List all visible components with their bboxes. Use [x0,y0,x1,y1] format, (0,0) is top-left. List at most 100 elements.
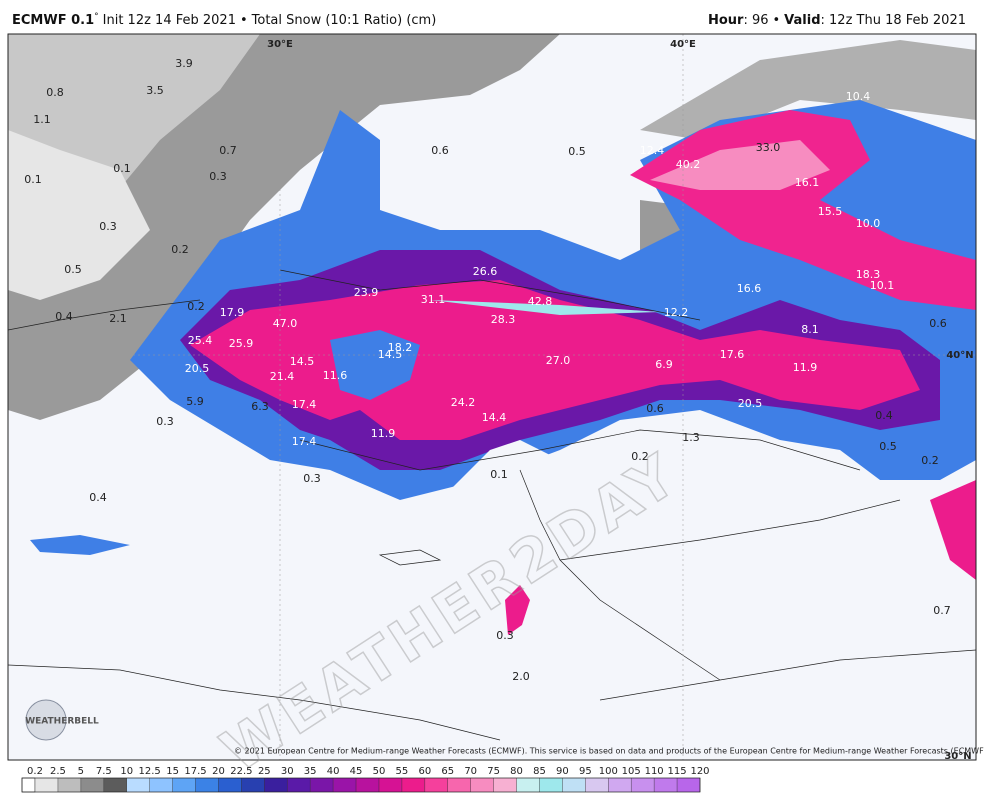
copyright: © 2021 European Centre for Medium-range … [234,747,984,756]
snow-label: 0.4 [89,491,107,504]
colorbar-tick-label: 15 [166,766,179,777]
colorbar-tick-label: 0.2 [27,766,43,777]
colorbar-swatch [310,778,334,792]
init: Init 12z 14 Feb 2021 [103,13,236,28]
colorbar-swatch [80,778,104,792]
snow-label: 31.1 [421,293,446,306]
snow-label: 17.4 [292,398,317,411]
snow-label: 20.5 [738,397,763,410]
colorbar-swatch [424,778,448,792]
colorbar-swatch [172,778,196,792]
colorbar-swatch [677,778,700,792]
colorbar-swatch [35,778,58,792]
snow-label: 0.1 [490,468,508,481]
lat-label: 40°N [946,350,973,361]
colorbar-swatch [149,778,173,792]
snow-label: 0.4 [55,310,73,323]
snow-label: 0.1 [113,162,131,175]
hour-label: Hour [708,13,744,28]
snow-label: 10.0 [856,217,881,230]
bullet: • [240,13,248,28]
gray-area [8,130,150,300]
snow-label: 18.2 [388,341,413,354]
header-left: ECMWF 0.1° Init 12z 14 Feb 2021 • Total Sno… [12,12,436,28]
colorbar-swatch [470,778,494,792]
colorbar-swatch [447,778,471,792]
colorbar-swatch [218,778,242,792]
snow-pink [930,480,976,580]
snow-label: 1.1 [33,113,51,126]
colorbar-tick-label: 30 [281,766,294,777]
snow-label: 0.3 [303,472,321,485]
map-frame [7,33,977,761]
snow-label: 0.1 [24,173,42,186]
colorbar-tick-label: 50 [373,766,386,777]
snow-label: 14.5 [378,348,403,361]
valid: : 12z Thu 18 Feb 2021 [821,13,966,28]
colorbar-tick-label: 7.5 [96,766,112,777]
snow-label: 0.3 [209,170,227,183]
snow-label: 0.4 [875,409,893,422]
colorbar-swatch [585,778,609,792]
snow-label: 0.3 [156,415,174,428]
colorbar-tick-label: 55 [396,766,409,777]
colorbar-tick-label: 65 [441,766,454,777]
snow-label: 25.4 [188,334,213,347]
colorbar-tick-label: 10 [120,766,133,777]
sea [320,115,620,240]
colorbar-swatch [241,778,265,792]
borders [8,269,976,741]
snow-label: 16.1 [795,176,820,189]
colorbar-swatch [333,778,357,792]
colorbar-tick-label: 110 [645,766,664,777]
snow-label: 0.2 [631,450,649,463]
colorbar-swatch [57,778,81,792]
snow-label: 42.8 [528,295,553,308]
colorbar-tick-label: 105 [622,766,641,777]
colorbar-tick-label: 90 [556,766,569,777]
colorbar-swatch [562,778,586,792]
colorbar-swatch [195,778,219,792]
snow-label: 12.4 [640,144,665,157]
colorbar-swatch [264,778,288,792]
snow-label: 0.2 [171,243,189,256]
snow-label: 0.6 [929,317,947,330]
snow-label: 0.5 [879,440,897,453]
hour: : 96 [743,13,768,28]
valid-label: Valid [784,13,820,28]
snow-label: 25.9 [229,337,254,350]
snow-label: 11.9 [793,361,818,374]
lon-label: 40°E [670,39,696,50]
snow-labels: 3.9 0.8 3.5 1.1 0.7 0.1 0.1 0.3 0.6 0.5 12.4 40.2 33… [24,57,951,683]
colorbar-swatch [539,778,563,792]
logo: WEATHERBELL [25,717,99,727]
snow-light-pink [650,140,830,190]
logo-mark [25,699,67,741]
colorbar-tick-label: 25 [258,766,271,777]
model: ECMWF 0.1 [12,13,94,28]
snow-label: 3.5 [146,84,164,97]
colorbar-swatch [608,778,632,792]
snow-label: 0.3 [99,220,117,233]
snow-label: 33.0 [756,141,781,154]
colorbar-swatch [287,778,311,792]
map: 30°E 40°E 40°N 30°N 3.9 0.8 3.5 1.1 0.7 0.1 0.… [7,33,984,786]
lon-label: 30°E [267,39,293,50]
colorbar-tick-label: 17.5 [184,766,206,777]
colorbar-tick-label: 85 [533,766,546,777]
snow-label: 17.4 [292,435,317,448]
snow-label: 5.9 [186,395,204,408]
snow-label: 27.0 [546,354,571,367]
colorbar: 0.2 2.5 5 7.5 10 12.5 15 17.5 20 22.5 25 30 35 40 45 50… [21,766,710,793]
snow-label: 24.2 [451,396,476,409]
snow-label: 15.5 [818,205,843,218]
snow-label: 2.1 [109,312,127,325]
land-south [8,440,976,760]
header-right: Hour: 96 • Valid: 12z Thu 18 Feb 2021 [708,13,966,28]
snow-label: 11.6 [323,369,348,382]
snow-label: 2.0 [512,670,530,683]
colorbar-tick-label: 40 [327,766,340,777]
snow-label: 0.8 [46,86,64,99]
